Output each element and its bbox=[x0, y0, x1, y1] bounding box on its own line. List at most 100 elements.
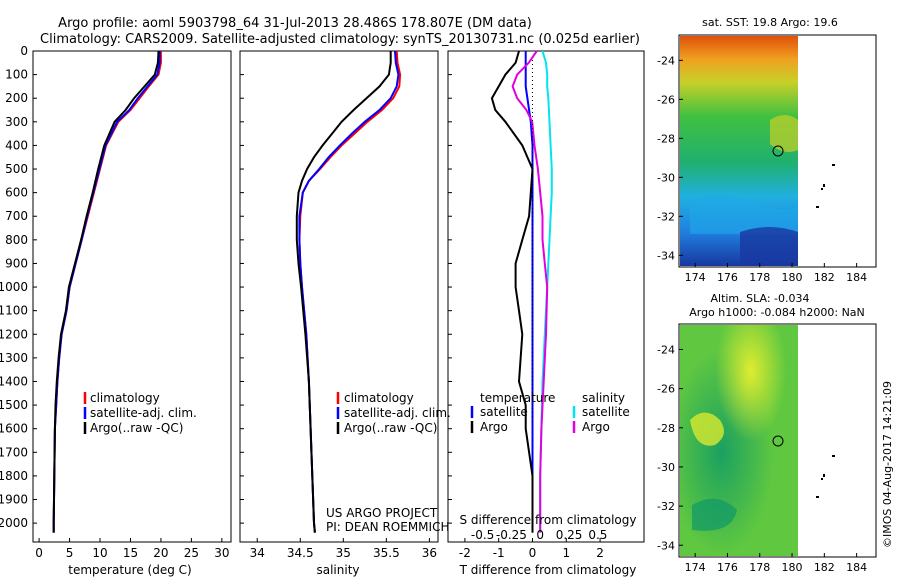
temperature-x-tick-label: 10 bbox=[92, 546, 107, 560]
map-x-tick-label: 174 bbox=[685, 271, 706, 284]
difference-x-ticks: -2 -1 0 1 2-0.5 -0.25 0 0.25 0.5 bbox=[459, 528, 608, 560]
legend-temperature-title: temperature bbox=[480, 391, 555, 405]
series-line bbox=[52, 51, 161, 533]
depth-tick-label: 0 bbox=[20, 44, 28, 58]
temperature-x-tick-label: 5 bbox=[66, 546, 74, 560]
temperature-x-tick-label: 30 bbox=[214, 546, 229, 560]
sla-map-title-line2: Argo h1000: -0.084 h2000: NaN bbox=[689, 306, 865, 319]
legend-label-argo: Argo(..raw -QC) bbox=[90, 421, 183, 435]
depth-tick-label: 1500 bbox=[0, 398, 28, 412]
figure-title-line1: Argo profile: aoml 5903798_64 31-Jul-201… bbox=[58, 16, 532, 31]
map-x-tick-label: 182 bbox=[814, 561, 835, 574]
depth-tick-label: 1300 bbox=[0, 351, 28, 365]
depth-tick-label: 200 bbox=[5, 91, 28, 105]
salinity-x-tick-label: 36 bbox=[422, 546, 437, 560]
map-y-tick-label: -32 bbox=[657, 210, 675, 223]
depth-tick-label: 1900 bbox=[0, 493, 28, 507]
legend-label-sal-argo: Argo bbox=[582, 420, 610, 434]
salinity-xlabel: salinity bbox=[316, 563, 359, 577]
map-x-tick-label: 180 bbox=[782, 561, 803, 574]
sla-map-ticks: 174 176 178 180 182 184 -24 -26 -28 -30 -32 -34 bbox=[657, 343, 867, 574]
series-line bbox=[511, 50, 549, 533]
difference-xlabel: T difference from climatology bbox=[459, 563, 637, 577]
map-x-tick-label: 176 bbox=[717, 271, 738, 284]
depth-tick-label: 1800 bbox=[0, 469, 28, 483]
map-y-tick-label: -32 bbox=[657, 500, 675, 513]
island-marker bbox=[832, 164, 835, 166]
map-x-tick-label: 182 bbox=[814, 271, 835, 284]
temperature-x-tick-label: 0 bbox=[35, 546, 43, 560]
temperature-panel-frame bbox=[32, 50, 232, 543]
salinity-x-ticks: 34 34.5 35 35.5 36 bbox=[250, 538, 437, 560]
depth-tick-label: 700 bbox=[5, 209, 28, 223]
sst-map-title: sat. SST: 19.8 Argo: 19.6 bbox=[702, 16, 838, 29]
sst-map-ticks: 174 176 178 180 182 184 -24 -26 -28 -30 -32 -34 bbox=[657, 54, 867, 284]
legend-label-climatology: climatology bbox=[344, 391, 414, 405]
map-y-tick-label: -28 bbox=[657, 132, 675, 145]
difference-top-label: S difference from climatology bbox=[460, 513, 637, 527]
map-y-tick-label: -30 bbox=[657, 461, 675, 474]
legend-label-satellite-adj: satellite-adj. clim. bbox=[90, 406, 197, 420]
depth-tick-label: 1000 bbox=[0, 280, 28, 294]
difference-t-tick-label: 2 bbox=[596, 546, 604, 560]
series-line bbox=[52, 50, 160, 533]
series-line bbox=[539, 50, 553, 533]
depth-tick-label: 2000 bbox=[0, 516, 28, 530]
figure-title-line2: Climatology: CARS2009. Satellite-adjuste… bbox=[40, 32, 640, 47]
difference-s-tick-label: -0.5 bbox=[471, 528, 494, 542]
sla-dark-patch bbox=[692, 498, 737, 531]
salinity-x-tick-label: 34 bbox=[250, 546, 265, 560]
difference-t-tick-label: 0 bbox=[529, 546, 537, 560]
difference-t-tick-label: -1 bbox=[493, 546, 505, 560]
temperature-legend: climatology satellite-adj. clim. Argo(..… bbox=[83, 391, 197, 435]
salinity-x-tick-label: 35 bbox=[336, 546, 351, 560]
series-line bbox=[298, 50, 400, 533]
difference-s-tick-label: 0.25 bbox=[556, 528, 583, 542]
salinity-panel-frame bbox=[239, 50, 439, 543]
salinity-x-tick-label: 34.5 bbox=[287, 546, 314, 560]
depth-tick-label: 1600 bbox=[0, 422, 28, 436]
difference-panel-frame bbox=[447, 50, 645, 543]
map-x-tick-label: 178 bbox=[749, 561, 770, 574]
sla-map-title-line1: Altim. SLA: -0.034 bbox=[710, 292, 809, 305]
sst-cold-patch bbox=[740, 227, 798, 266]
difference-s-tick-label: -0.25 bbox=[496, 528, 527, 542]
difference-t-tick-label: -2 bbox=[459, 546, 471, 560]
legend-label-argo: Argo(..raw -QC) bbox=[344, 421, 437, 435]
imos-footer: ©IMOS 04-Aug-2017 14:21:09 bbox=[881, 381, 894, 548]
temperature-x-tick-label: 25 bbox=[184, 546, 199, 560]
temperature-x-tick-label: 20 bbox=[153, 546, 168, 560]
series-line bbox=[298, 50, 402, 533]
depth-tick-label: 900 bbox=[5, 256, 28, 270]
island-marker bbox=[823, 184, 825, 187]
legend-salinity-title: salinity bbox=[582, 391, 625, 405]
depth-axis: 0 100 200 300 400 500 600 700 800 900 1000 1100 1200… bbox=[0, 44, 452, 530]
difference-s-tick-label: 0 bbox=[536, 528, 544, 542]
island-marker bbox=[823, 474, 825, 477]
map-x-tick-label: 180 bbox=[782, 271, 803, 284]
sla-map bbox=[678, 323, 877, 558]
map-x-tick-label: 176 bbox=[717, 561, 738, 574]
depth-tick-label: 500 bbox=[5, 162, 28, 176]
legend-label-temp-argo: Argo bbox=[480, 420, 508, 434]
legend-label-satellite-adj: satellite-adj. clim. bbox=[344, 406, 451, 420]
map-y-tick-label: -26 bbox=[657, 383, 675, 396]
salinity-x-tick-label: 35.5 bbox=[373, 546, 400, 560]
map-x-tick-label: 184 bbox=[846, 561, 867, 574]
series-line bbox=[490, 50, 534, 533]
map-y-tick-label: -34 bbox=[657, 539, 675, 552]
map-x-tick-label: 178 bbox=[749, 271, 770, 284]
depth-tick-label: 1700 bbox=[0, 445, 28, 459]
island-marker bbox=[821, 188, 823, 190]
island-markers bbox=[816, 164, 835, 208]
depth-tick-label: 100 bbox=[5, 68, 28, 82]
legend-label-climatology: climatology bbox=[90, 391, 160, 405]
island-marker bbox=[816, 206, 819, 208]
map-x-tick-label: 174 bbox=[685, 561, 706, 574]
salinity-legend: climatology satellite-adj. clim. Argo(..… bbox=[336, 391, 451, 435]
depth-tick-label: 600 bbox=[5, 186, 28, 200]
map-y-tick-label: -24 bbox=[657, 54, 675, 67]
depth-tick-label: 1100 bbox=[0, 304, 28, 318]
depth-tick-label: 300 bbox=[5, 115, 28, 129]
